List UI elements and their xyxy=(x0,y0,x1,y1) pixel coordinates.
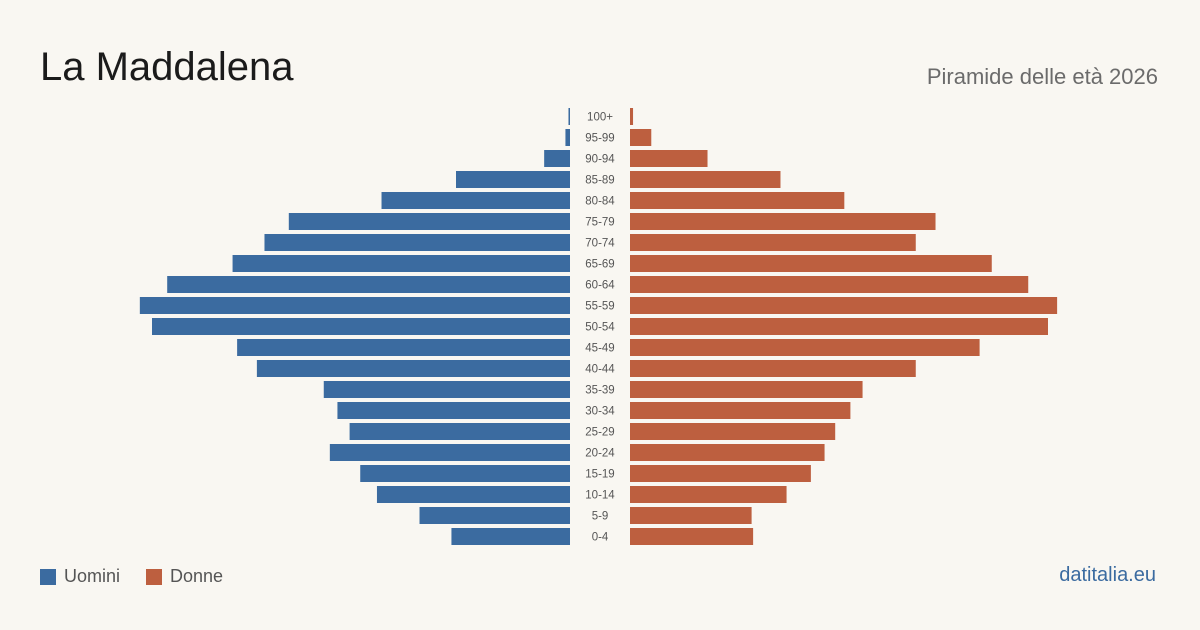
page-title: La Maddalena xyxy=(40,45,294,89)
bar-men-30-34 xyxy=(337,402,570,419)
bar-men-90-94 xyxy=(544,150,570,167)
age-label-40-44: 40-44 xyxy=(585,364,615,376)
age-label-80-84: 80-84 xyxy=(585,196,615,208)
age-label-30-34: 30-34 xyxy=(585,406,615,418)
bar-women-10-14 xyxy=(630,486,787,503)
bar-men-100plus xyxy=(568,108,570,125)
bar-women-30-34 xyxy=(630,402,851,419)
bar-women-80-84 xyxy=(630,192,845,209)
age-label-15-19: 15-19 xyxy=(585,469,614,481)
bar-women-0-4 xyxy=(630,528,754,545)
bar-men-60-64 xyxy=(167,276,570,293)
age-label-100plus: 100+ xyxy=(587,112,613,124)
legend-item-men: Uomini xyxy=(40,566,120,587)
bar-women-90-94 xyxy=(630,150,708,167)
bar-men-5-9 xyxy=(419,507,570,524)
chart-subtitle: Piramide delle età 2026 xyxy=(926,64,1158,89)
age-label-75-79: 75-79 xyxy=(585,217,614,229)
age-label-50-54: 50-54 xyxy=(585,322,615,334)
legend-swatch-men xyxy=(40,568,56,585)
bar-men-80-84 xyxy=(381,192,570,209)
age-label-65-69: 65-69 xyxy=(585,259,614,271)
bar-women-70-74 xyxy=(630,234,916,251)
bar-men-55-59 xyxy=(139,297,570,314)
bar-women-60-64 xyxy=(630,276,1029,293)
age-label-20-24: 20-24 xyxy=(585,448,615,460)
bar-men-65-69 xyxy=(232,255,570,272)
legend-label-men: Uomini xyxy=(64,566,121,586)
bar-men-75-79 xyxy=(288,213,570,230)
age-label-95-99: 95-99 xyxy=(585,133,614,145)
bar-men-70-74 xyxy=(264,234,570,251)
age-labels-group: 100+ 95-99 90-94 85-89 80-84 75-79 70-74 65-69 6… xyxy=(585,112,615,544)
bar-men-35-39 xyxy=(323,381,570,398)
bar-women-85-89 xyxy=(630,171,781,188)
women-bars-group xyxy=(630,108,1058,545)
age-label-85-89: 85-89 xyxy=(585,175,614,187)
bar-women-45-49 xyxy=(630,339,980,356)
brand-link[interactable]: datitalia.eu xyxy=(1059,564,1156,586)
bar-women-100plus xyxy=(630,108,634,125)
age-label-70-74: 70-74 xyxy=(585,238,615,250)
bar-women-5-9 xyxy=(630,507,752,524)
legend-swatch-women xyxy=(146,568,163,585)
men-bars-group xyxy=(139,108,570,545)
bar-women-40-44 xyxy=(630,360,916,377)
bar-men-45-49 xyxy=(237,339,570,356)
bar-men-10-14 xyxy=(376,486,570,503)
bar-women-95-99 xyxy=(630,129,652,146)
age-label-10-14: 10-14 xyxy=(585,490,615,502)
bar-women-65-69 xyxy=(630,255,992,272)
age-label-60-64: 60-64 xyxy=(585,280,615,292)
bar-women-75-79 xyxy=(630,213,936,230)
bar-women-35-39 xyxy=(630,381,863,398)
bar-men-15-19 xyxy=(360,465,570,482)
bar-women-25-29 xyxy=(630,423,836,440)
legend-item-women: Donne xyxy=(146,566,223,587)
age-label-0-4: 0-4 xyxy=(592,532,609,544)
bar-women-20-24 xyxy=(630,444,825,461)
age-label-35-39: 35-39 xyxy=(585,385,614,397)
bar-men-85-89 xyxy=(456,171,570,188)
bar-men-50-54 xyxy=(152,318,570,335)
bar-men-25-29 xyxy=(349,423,570,440)
bar-women-55-59 xyxy=(630,297,1058,314)
age-label-90-94: 90-94 xyxy=(585,154,615,166)
bar-women-15-19 xyxy=(630,465,811,482)
age-label-45-49: 45-49 xyxy=(585,343,614,355)
bar-men-40-44 xyxy=(256,360,570,377)
age-label-55-59: 55-59 xyxy=(585,301,614,313)
age-label-25-29: 25-29 xyxy=(585,427,614,439)
chart-legend: Uomini Donne xyxy=(40,566,249,587)
bar-men-20-24 xyxy=(329,444,570,461)
age-label-5-9: 5-9 xyxy=(592,511,609,523)
bar-women-50-54 xyxy=(630,318,1048,335)
bar-men-0-4 xyxy=(451,528,570,545)
bar-men-95-99 xyxy=(565,129,570,146)
legend-label-women: Donne xyxy=(170,566,224,586)
